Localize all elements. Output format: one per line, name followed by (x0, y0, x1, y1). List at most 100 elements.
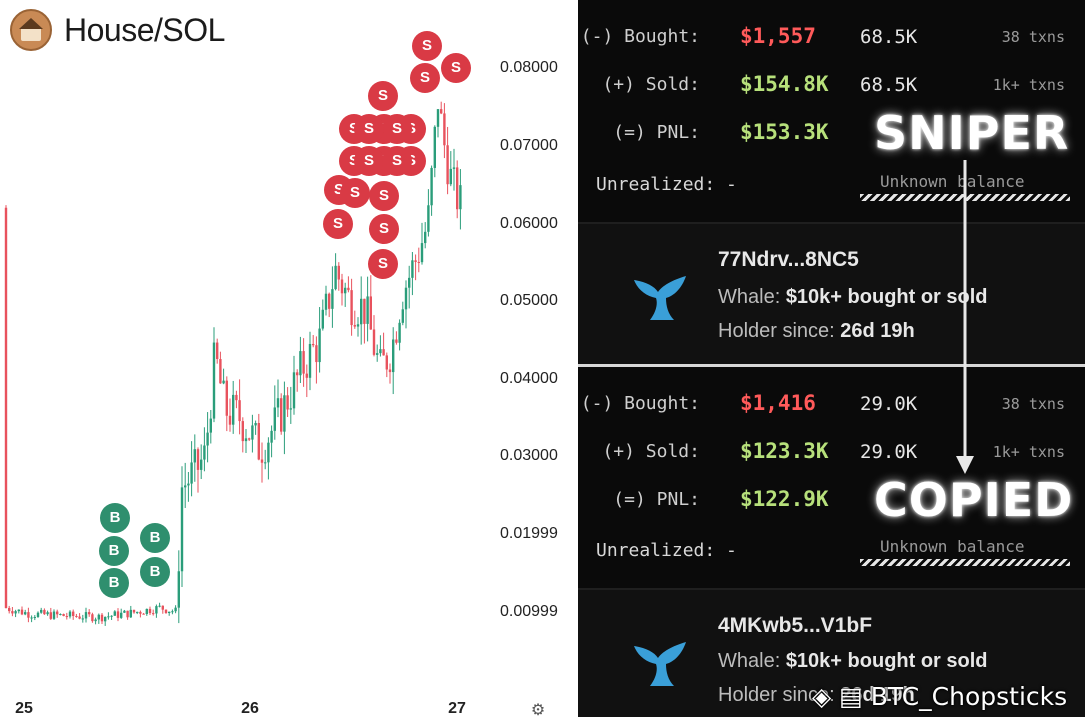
candle-body (132, 609, 136, 613)
candle-body (289, 408, 292, 410)
candle-body (62, 614, 65, 617)
candle-body (251, 425, 254, 440)
candle-body (363, 298, 366, 324)
candle-body (273, 407, 276, 431)
candlestick-chart (4, 101, 462, 626)
candle-body (280, 398, 283, 432)
candle-body (8, 608, 11, 612)
bought-txns: 38 txns (1001, 28, 1065, 46)
candle-body (238, 400, 241, 422)
sell-marker[interactable]: S (441, 53, 471, 83)
candle-body (155, 606, 158, 614)
candle-body (27, 612, 30, 618)
token-logo-icon (10, 9, 52, 51)
candle-body (270, 430, 273, 443)
candle-body (180, 487, 184, 572)
candle-body (142, 613, 145, 615)
candle-body (350, 290, 353, 326)
wallet-holder-row[interactable]: 77Ndrv...8NC5 Whale: $10k+ bought or sol… (578, 224, 1085, 364)
sell-marker[interactable]: S (368, 249, 398, 279)
candle-body (52, 611, 56, 619)
bought-amount: 68.5K (860, 26, 918, 48)
watermark-text: BTC_Chopsticks (870, 682, 1068, 711)
sold-label: (+) Sold: (602, 74, 700, 95)
wallet-holder-row[interactable]: 4MKwb5...V1bF Whale: $10k+ bought or sol… (578, 590, 1085, 717)
candle-body (152, 613, 155, 615)
candle-body (360, 298, 363, 325)
sell-marker[interactable]: S (368, 81, 398, 111)
whale-status: Whale: $10k+ bought or sold (718, 286, 988, 309)
pnl-row: (=) PNL: $153.3K (578, 120, 1085, 152)
sell-marker[interactable]: S (323, 209, 353, 239)
buy-marker[interactable]: B (140, 557, 170, 587)
candle-body (88, 612, 91, 615)
candle-body (56, 611, 59, 615)
candle-body (11, 611, 14, 614)
candle-body (356, 324, 360, 327)
candle-body (97, 614, 100, 620)
y-tick-label: 0.05000 (500, 292, 558, 309)
candle-body (30, 617, 33, 619)
candle-body (148, 608, 152, 614)
sell-marker[interactable]: S (369, 181, 399, 211)
candle-body (107, 616, 110, 618)
wallet-address[interactable]: 4MKwb5...V1bF (718, 614, 873, 637)
x-tick-label: 27 (448, 700, 466, 717)
sell-marker[interactable]: S (340, 178, 370, 208)
sold-amount: 68.5K (860, 74, 918, 96)
candle-body (171, 611, 174, 613)
candle-body (68, 611, 72, 617)
candle-body (382, 349, 385, 356)
sold-value: $154.8K (740, 72, 829, 96)
buy-marker[interactable]: B (99, 536, 129, 566)
sell-marker[interactable]: S (410, 63, 440, 93)
candle-body (440, 109, 443, 114)
candle-body (340, 279, 344, 294)
candle-body (203, 445, 206, 460)
candle-body (24, 612, 27, 615)
sell-marker[interactable]: S (354, 146, 384, 176)
candle-body (344, 287, 347, 294)
sell-marker[interactable]: S (369, 214, 399, 244)
buy-marker[interactable]: B (100, 503, 130, 533)
candle-body (174, 607, 177, 612)
y-tick-label: 0.04000 (500, 370, 558, 387)
buy-marker[interactable]: B (99, 568, 129, 598)
candle-body (433, 126, 436, 168)
candle-body (120, 612, 123, 618)
candle-body (139, 611, 142, 614)
candle-body (324, 293, 328, 310)
candle-body (164, 609, 168, 614)
candle-body (328, 293, 331, 309)
candle-body (104, 616, 107, 622)
candle-body (302, 351, 305, 374)
sniper-tag: SNIPER (874, 106, 1070, 160)
candle-body (430, 167, 433, 206)
sold-row: (+) Sold: $123.3K 29.0K 1k+ txns (578, 439, 1085, 471)
buy-marker[interactable]: B (140, 523, 170, 553)
candle-body (366, 296, 369, 324)
candle-body (395, 339, 398, 343)
whale-status: Whale: $10k+ bought or sold (718, 650, 988, 673)
candle-body (78, 616, 81, 619)
candle-body (276, 398, 280, 408)
sell-marker[interactable]: S (382, 114, 412, 144)
pair-title: House/SOL (64, 11, 225, 48)
wallet-address[interactable]: 77Ndrv...8NC5 (718, 248, 859, 271)
candle-body (75, 615, 78, 617)
candle-body (228, 415, 232, 425)
section-divider (578, 222, 1085, 224)
candle-body (286, 395, 289, 410)
candle-body (305, 373, 308, 378)
candle-body (334, 265, 337, 290)
sell-marker[interactable]: S (354, 114, 384, 144)
candle-body (225, 380, 228, 416)
sell-marker[interactable]: S (382, 146, 412, 176)
settings-icon[interactable]: ⚙ (530, 702, 546, 717)
whale-value: $10k+ bought or sold (785, 286, 988, 308)
sell-marker[interactable]: S (412, 31, 442, 61)
candle-body (449, 168, 452, 185)
candle-body (72, 611, 75, 616)
candle-body (36, 612, 40, 618)
candle-body (161, 605, 164, 610)
